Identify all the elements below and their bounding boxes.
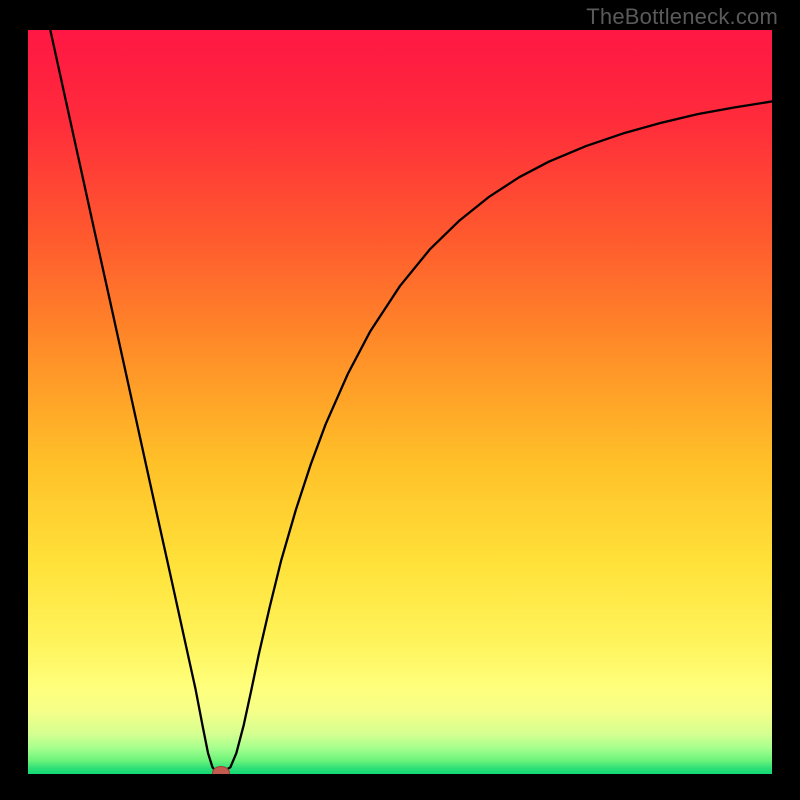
bottleneck-curve [28, 30, 772, 774]
optimal-point-marker [212, 766, 230, 775]
watermark-text: TheBottleneck.com [586, 4, 778, 30]
plot-area [28, 30, 772, 774]
